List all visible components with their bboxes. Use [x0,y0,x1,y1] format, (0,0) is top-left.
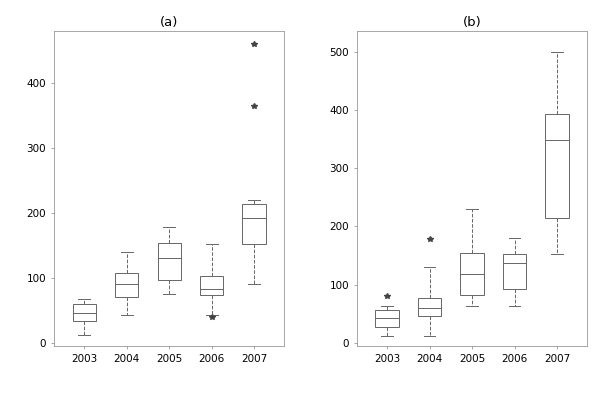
PathPatch shape [418,298,441,316]
PathPatch shape [243,204,266,244]
PathPatch shape [376,310,399,327]
PathPatch shape [73,304,96,321]
PathPatch shape [460,253,484,295]
PathPatch shape [546,114,569,218]
PathPatch shape [115,273,139,297]
PathPatch shape [503,254,526,289]
PathPatch shape [157,243,181,280]
Title: (b): (b) [463,16,482,29]
Title: (a): (a) [160,16,178,29]
PathPatch shape [200,276,223,295]
